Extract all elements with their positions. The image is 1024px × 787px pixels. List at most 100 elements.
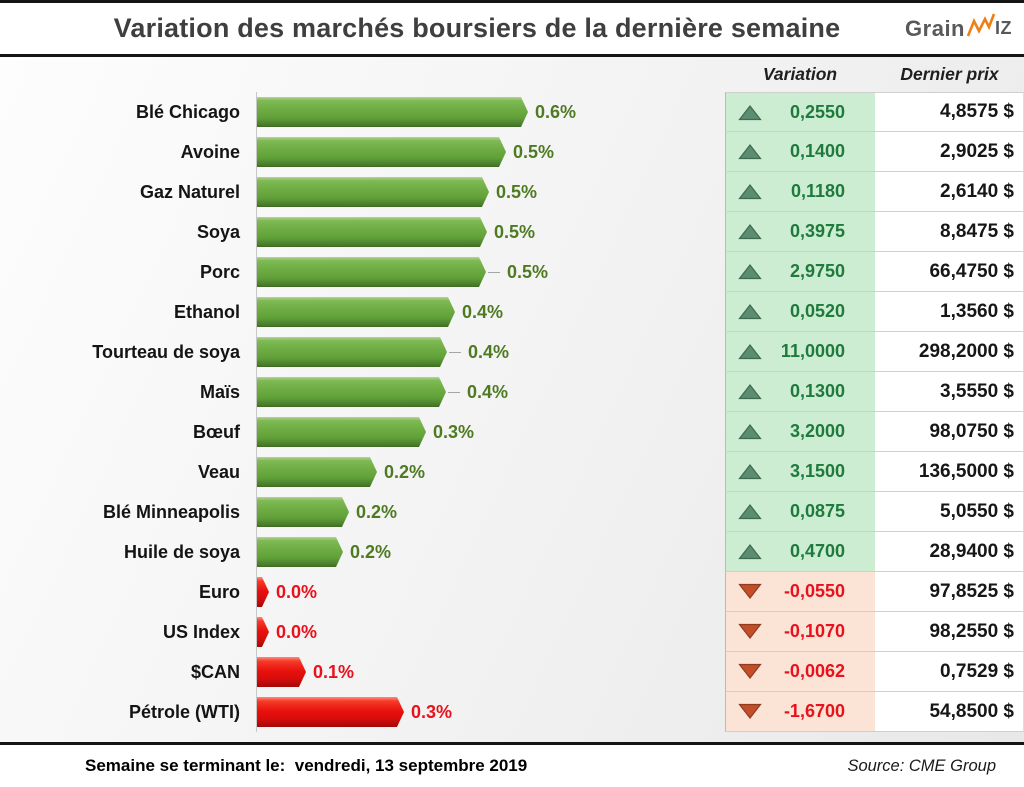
- logo-iz-text: IZ: [995, 18, 1012, 38]
- bar-value-label: 0.2%: [384, 461, 426, 482]
- column-header-variation: Variation: [762, 64, 838, 84]
- price-cell: 8,8475 $: [875, 212, 1024, 252]
- variation-value: 0,1300: [789, 381, 845, 401]
- price-cell: 98,2550 $: [875, 612, 1024, 652]
- price-value: 0,7529 $: [940, 660, 1014, 682]
- title-bar: Variation des marchés boursiers de la de…: [0, 0, 1024, 57]
- trend-up-icon: [738, 224, 762, 240]
- variation-value: 2,9750: [789, 261, 845, 281]
- variation-value: 0,1180: [790, 181, 845, 201]
- bar-zone: 0.3%: [256, 692, 725, 732]
- row-label: Huile de soya: [123, 541, 240, 562]
- row-label: Pétrole (WTI): [129, 701, 240, 722]
- bar: [257, 177, 489, 207]
- variation-cell: 0,3975: [725, 212, 875, 252]
- chart-row: Huile de soya 0.2% 0,4700 28,9400 $: [0, 532, 1024, 572]
- price-cell: 4,8575 $: [875, 92, 1024, 132]
- footer: Semaine se terminant le: vendredi, 13 se…: [0, 742, 1024, 787]
- logo-grain-text: Grain: [905, 15, 965, 41]
- trend-up-icon: [738, 504, 762, 520]
- variation-value: -0,1070: [783, 621, 845, 641]
- bar: [257, 137, 506, 167]
- variation-cell: -0,1070: [725, 612, 875, 652]
- chart-row: Bœuf 0.3% 3,2000 98,0750 $: [0, 412, 1024, 452]
- price-cell: 97,8525 $: [875, 572, 1024, 612]
- price-cell: 66,4750 $: [875, 252, 1024, 292]
- bar-value-label: 0.4%: [468, 341, 510, 362]
- row-label: Blé Minneapolis: [102, 501, 240, 522]
- bar-zone: 0.2%: [256, 532, 725, 572]
- bar: [257, 577, 269, 607]
- bar: [257, 97, 528, 127]
- price-value: 298,2000 $: [918, 340, 1014, 362]
- variation-value: 0,3975: [789, 221, 845, 241]
- price-value: 54,8500 $: [929, 700, 1014, 722]
- bar-zone: 0.5%: [256, 132, 725, 172]
- row-label: Blé Chicago: [135, 101, 240, 122]
- price-cell: 1,3560 $: [875, 292, 1024, 332]
- variation-value: -0,0062: [783, 661, 845, 681]
- leader-line: [448, 391, 460, 393]
- trend-up-icon: [738, 184, 762, 200]
- chart-row: Euro 0.0% -0,0550 97,8525 $: [0, 572, 1024, 612]
- row-label: Euro: [198, 581, 240, 602]
- chart-row: Blé Chicago 0.6% 0,2550 4,8575 $: [0, 92, 1024, 132]
- week-ending-text: Semaine se terminant le: vendredi, 13 se…: [85, 756, 528, 775]
- price-cell: 2,9025 $: [875, 132, 1024, 172]
- chart-row: Gaz Naturel 0.5% 0,1180 2,6140 $: [0, 172, 1024, 212]
- bar-value-label: 0.1%: [313, 661, 355, 682]
- chart-row: Maïs 0.4% 0,1300 3,5550 $: [0, 372, 1024, 412]
- bar: [257, 537, 343, 567]
- price-cell: 0,7529 $: [875, 652, 1024, 692]
- bar: [257, 297, 455, 327]
- variation-value: 3,2000: [789, 421, 845, 441]
- bar: [257, 337, 447, 367]
- variation-cell: 0,1400: [725, 132, 875, 172]
- variation-value: 0,0520: [789, 301, 845, 321]
- bar-zone: 0.0%: [256, 612, 725, 652]
- row-label: Avoine: [180, 141, 240, 162]
- row-label: Maïs: [199, 381, 240, 402]
- bar: [257, 417, 426, 447]
- variation-cell: 0,1300: [725, 372, 875, 412]
- bar-value-label: 0.5%: [496, 181, 538, 202]
- price-cell: 3,5550 $: [875, 372, 1024, 412]
- bar-value-label: 0.3%: [433, 421, 475, 442]
- chart-row: Soya 0.5% 0,3975 8,8475 $: [0, 212, 1024, 252]
- source-text: Source: CME Group: [847, 756, 996, 775]
- bar-zone: 0.0%: [256, 572, 725, 612]
- logo-zigzag-icon: [966, 13, 996, 36]
- bar: [257, 617, 269, 647]
- variation-cell: 0,0520: [725, 292, 875, 332]
- price-value: 66,4750 $: [929, 260, 1014, 282]
- trend-down-icon: [738, 583, 762, 599]
- trend-up-icon: [738, 304, 762, 320]
- row-label: $CAN: [190, 661, 240, 682]
- price-value: 8,8475 $: [940, 220, 1014, 242]
- variation-cell: -1,6700: [725, 692, 875, 732]
- bar: [257, 257, 486, 287]
- row-label: Bœuf: [193, 421, 240, 442]
- variation-cell: -0,0062: [725, 652, 875, 692]
- bar-zone: 0.2%: [256, 492, 725, 532]
- price-value: 136,5000 $: [918, 460, 1014, 482]
- bar-value-label: 0.0%: [276, 581, 318, 602]
- trend-down-icon: [738, 623, 762, 639]
- variation-cell: 0,4700: [725, 532, 875, 572]
- chart-row: Blé Minneapolis 0.2% 0,0875 5,0550 $: [0, 492, 1024, 532]
- bar-value-label: 0.5%: [494, 221, 536, 242]
- bar-value-label: 0.2%: [356, 501, 398, 522]
- bar-zone: 0.2%: [256, 452, 725, 492]
- price-value: 1,3560 $: [940, 300, 1014, 322]
- price-value: 2,9025 $: [940, 140, 1014, 162]
- variation-cell: 0,0875: [725, 492, 875, 532]
- price-cell: 2,6140 $: [875, 172, 1024, 212]
- brand-logo: Grain IZ: [905, 12, 1012, 46]
- trend-down-icon: [738, 703, 762, 719]
- price-value: 97,8525 $: [929, 580, 1014, 602]
- chart-row: $CAN 0.1% -0,0062 0,7529 $: [0, 652, 1024, 692]
- bar-value-label: 0.5%: [513, 141, 555, 162]
- bar-value-label: 0.4%: [467, 381, 509, 402]
- trend-up-icon: [738, 384, 762, 400]
